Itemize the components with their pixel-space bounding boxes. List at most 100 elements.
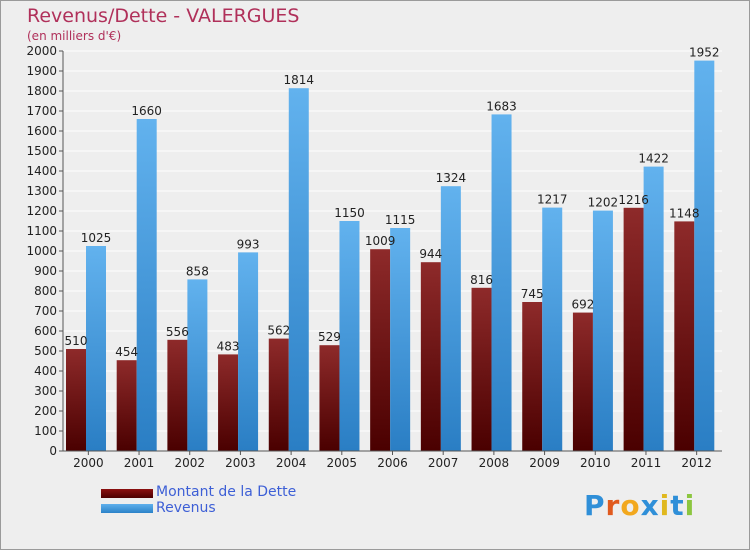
y-tick-label: 500 xyxy=(34,344,57,358)
x-tick-label: 2010 xyxy=(580,456,611,470)
chart-title: Revenus/Dette - VALERGUES xyxy=(27,5,300,27)
debt-bar xyxy=(167,339,188,451)
legend-swatch-debt xyxy=(101,489,153,498)
debt-value-label: 745 xyxy=(521,287,544,301)
proxiti-logo: Proxiti xyxy=(584,489,695,522)
x-tick-label: 2006 xyxy=(377,456,408,470)
logo-letter: r xyxy=(605,489,621,522)
y-tick-label: 200 xyxy=(34,404,57,418)
revenus-bar xyxy=(643,166,664,451)
x-tick-label: 2001 xyxy=(124,456,155,470)
debt-bar xyxy=(218,354,239,451)
y-tick-label: 1900 xyxy=(26,64,57,78)
debt-value-label: 944 xyxy=(419,247,442,261)
revenus-bar xyxy=(491,114,512,452)
value-labels: 510 1025 454 1660 556 858 483 993 562 1814 529 1150… xyxy=(65,46,720,360)
revenus-bar xyxy=(187,279,208,451)
revenus-bar xyxy=(339,221,360,451)
logo-letter: t xyxy=(670,489,685,522)
y-tick-label: 400 xyxy=(34,364,57,378)
revenus-value-label: 1683 xyxy=(486,99,517,113)
y-tick-label: 1000 xyxy=(26,244,57,258)
debt-value-label: 816 xyxy=(470,273,493,287)
legend-label-debt: Montant de la Dette xyxy=(156,484,297,500)
revenus-value-label: 1115 xyxy=(385,213,416,227)
chart-subtitle: (en milliers d'€) xyxy=(27,29,122,43)
y-tick-label: 1400 xyxy=(26,164,57,178)
y-tick-label: 700 xyxy=(34,304,57,318)
revenus-bar xyxy=(136,119,157,451)
y-tick-label: 1800 xyxy=(26,84,57,98)
debt-value-label: 483 xyxy=(217,339,240,353)
x-tick-label: 2009 xyxy=(529,456,560,470)
y-tick-label: 1100 xyxy=(26,224,57,238)
debt-bar xyxy=(116,360,137,451)
debt-value-label: 562 xyxy=(267,324,290,338)
debt-bar xyxy=(370,249,391,451)
logo-letter: P xyxy=(584,489,606,522)
revenus-value-label: 1660 xyxy=(131,104,162,118)
debt-value-label: 510 xyxy=(65,334,88,348)
revenus-value-label: 1025 xyxy=(81,231,112,245)
revenus-value-label: 858 xyxy=(186,264,209,278)
bars xyxy=(66,60,715,452)
y-tick-label: 0 xyxy=(49,444,57,458)
revenus-bar xyxy=(86,246,106,451)
debt-value-label: 529 xyxy=(318,330,341,344)
y-tick-label: 2000 xyxy=(26,44,57,58)
y-tick-label: 800 xyxy=(34,284,57,298)
legend-label-revenus: Revenus xyxy=(156,500,216,516)
x-tick-label: 2008 xyxy=(479,456,510,470)
x-tick-label: 2004 xyxy=(276,456,307,470)
debt-bar xyxy=(319,345,340,451)
debt-bar xyxy=(471,287,492,451)
revenus-value-label: 1422 xyxy=(638,152,669,166)
logo-letter: o xyxy=(620,489,641,522)
legend-swatch-revenus xyxy=(101,504,153,513)
debt-value-label: 692 xyxy=(571,298,594,312)
logo-letter: i xyxy=(684,489,696,522)
x-tick-label: 2003 xyxy=(225,456,256,470)
logo-letter: x xyxy=(640,489,660,522)
revenus-bar xyxy=(288,88,309,451)
revenus-bar xyxy=(542,207,563,451)
x-tick-label: 2011 xyxy=(631,456,662,470)
revenus-bar xyxy=(390,228,411,451)
revenus-value-label: 1150 xyxy=(334,206,365,220)
debt-bar xyxy=(572,312,593,451)
revenus-bar xyxy=(694,60,715,451)
revenus-value-label: 1952 xyxy=(689,46,720,60)
debt-bar xyxy=(420,262,441,451)
debt-value-label: 454 xyxy=(115,345,138,359)
logo-letter: i xyxy=(659,489,671,522)
debt-bar xyxy=(522,302,543,451)
y-tick-label: 1600 xyxy=(26,124,57,138)
x-tick-label: 2007 xyxy=(428,456,459,470)
revenus-value-label: 1202 xyxy=(588,196,619,210)
y-tick-label: 1300 xyxy=(26,184,57,198)
x-tick-label: 2005 xyxy=(327,456,358,470)
y-tick-label: 600 xyxy=(34,324,57,338)
y-tick-label: 900 xyxy=(34,264,57,278)
y-tick-label: 1200 xyxy=(26,204,57,218)
debt-value-label: 1216 xyxy=(618,193,649,207)
x-axis-ticks: 2000 2001 2002 2003 2004 2005 2006 2007 2008 2009… xyxy=(73,451,712,470)
debt-value-label: 1009 xyxy=(365,234,396,248)
x-tick-label: 2002 xyxy=(174,456,205,470)
revenus-value-label: 1814 xyxy=(283,73,314,87)
debt-value-label: 556 xyxy=(166,325,189,339)
y-tick-label: 1500 xyxy=(26,144,57,158)
y-tick-label: 1700 xyxy=(26,104,57,118)
debt-bar xyxy=(674,221,695,451)
y-tick-label: 300 xyxy=(34,384,57,398)
debt-value-label: 1148 xyxy=(669,206,700,220)
revenus-value-label: 1217 xyxy=(537,193,568,207)
revenus-value-label: 1324 xyxy=(436,171,467,185)
debt-bar xyxy=(66,349,86,451)
x-tick-label: 2012 xyxy=(681,456,712,470)
debt-bar xyxy=(623,207,644,451)
revenus-bar xyxy=(592,210,613,451)
debt-bar xyxy=(268,338,289,451)
